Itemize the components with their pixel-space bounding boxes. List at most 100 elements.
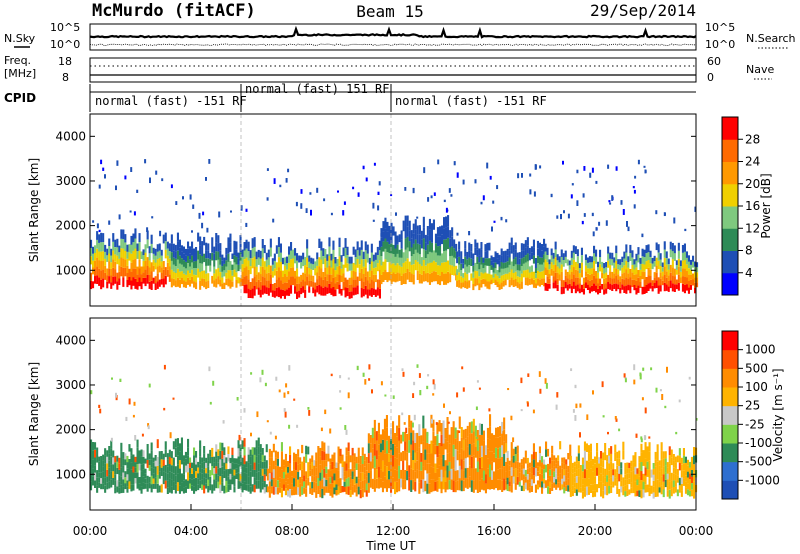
range-gate-cell: [122, 229, 125, 240]
range-gate-cell: [304, 256, 307, 266]
range-gate-cell: [309, 470, 312, 477]
range-gate-cell: [237, 264, 240, 272]
range-gate-cell: [474, 447, 477, 458]
range-gate-cell: [382, 241, 385, 252]
range-gate-cell: [626, 479, 629, 485]
range-gate-cell: [225, 278, 228, 286]
range-gate-cell: [505, 480, 508, 490]
range-gate-cell: [589, 484, 592, 493]
range-gate-cell: [156, 259, 159, 267]
range-gate-cell: [501, 468, 504, 481]
range-gate-cell: [462, 263, 465, 269]
range-gate-cell: [235, 256, 238, 265]
range-gate-cell: [488, 258, 491, 266]
range-gate-cell: [647, 244, 650, 253]
sparse-echo-cell: [288, 424, 291, 429]
range-gate-cell: [191, 255, 194, 263]
range-gate-cell: [466, 251, 469, 260]
range-gate-cell: [350, 277, 353, 285]
range-gate-cell: [90, 239, 93, 248]
range-gate-cell: [251, 258, 254, 269]
range-gate-cell: [412, 479, 415, 490]
range-gate-cell: [261, 276, 264, 286]
range-gate-cell: [482, 430, 485, 441]
range-gate-cell: [439, 226, 442, 237]
range-gate-cell: [110, 464, 113, 472]
range-gate-cell: [504, 273, 507, 280]
range-gate-cell: [118, 258, 121, 266]
range-gate-cell: [614, 444, 617, 453]
range-gate-cell: [530, 473, 533, 480]
range-gate-cell: [634, 459, 637, 467]
range-gate-cell: [447, 260, 450, 272]
range-gate-cell: [142, 482, 145, 490]
sparse-echo-cell: [432, 393, 435, 396]
range-gate-cell: [195, 254, 198, 261]
range-gate-cell: [492, 277, 495, 283]
range-gate-cell: [440, 446, 443, 459]
range-gate-cell: [564, 256, 567, 264]
range-gate-cell: [193, 261, 196, 269]
range-gate-cell: [148, 253, 151, 261]
range-gate-cell: [335, 479, 338, 485]
range-gate-cell: [591, 285, 594, 292]
range-gate-cell: [522, 468, 525, 475]
range-gate-cell: [600, 481, 603, 489]
range-gate-cell: [578, 278, 581, 284]
range-gate-cell: [486, 281, 489, 289]
range-gate-cell: [555, 463, 558, 469]
range-gate-cell: [375, 431, 378, 441]
range-gate-cell: [281, 270, 284, 277]
range-gate-cell: [556, 284, 559, 291]
range-gate-cell: [428, 229, 431, 241]
range-gate-cell: [146, 257, 149, 266]
range-gate-cell: [528, 462, 531, 468]
range-gate-cell: [563, 481, 566, 488]
range-gate-cell: [128, 473, 131, 482]
range-gate-cell: [150, 459, 153, 468]
range-gate-cell: [472, 259, 475, 266]
range-gate-cell: [657, 285, 660, 294]
range-gate-cell: [98, 234, 101, 243]
range-gate-cell: [476, 440, 479, 451]
range-gate-cell: [274, 457, 277, 466]
range-gate-cell: [352, 246, 355, 255]
sparse-echo-cell: [191, 230, 193, 233]
range-gate-cell: [265, 484, 268, 493]
range-gate-cell: [243, 259, 246, 268]
colorbar-tick-label: 1000: [745, 343, 776, 357]
range-gate-cell: [152, 473, 155, 479]
range-gate-cell: [348, 291, 351, 299]
x-tick-label: 16:00: [477, 524, 512, 538]
range-gate-cell: [565, 475, 568, 481]
range-gate-cell: [667, 275, 670, 281]
range-gate-cell: [518, 258, 521, 265]
range-gate-cell: [249, 457, 252, 465]
range-gate-cell: [557, 460, 560, 467]
range-gate-cell: [193, 455, 196, 463]
range-gate-cell: [497, 479, 500, 491]
range-gate-cell: [476, 271, 479, 279]
velocity-ylabel: Slant Range [km]: [27, 362, 41, 466]
sparse-echo-cell: [278, 389, 281, 393]
range-gate-cell: [534, 278, 537, 284]
range-gate-cell: [464, 241, 467, 249]
range-gate-cell: [468, 422, 471, 434]
range-gate-cell: [602, 467, 605, 476]
range-gate-cell: [501, 457, 504, 469]
range-gate-cell: [672, 473, 675, 481]
range-gate-cell: [578, 273, 581, 279]
range-gate-cell: [104, 272, 107, 280]
range-gate-cell: [253, 469, 256, 478]
range-gate-cell: [251, 484, 254, 492]
range-gate-cell: [424, 242, 427, 251]
range-gate-cell: [363, 460, 366, 467]
range-gate-cell: [251, 238, 254, 249]
range-gate-cell: [555, 479, 558, 485]
range-gate-cell: [688, 467, 691, 474]
colorbar-tick-label: 16: [745, 199, 760, 213]
range-gate-cell: [556, 272, 559, 279]
range-gate-cell: [369, 435, 372, 444]
range-gate-cell: [199, 236, 202, 246]
range-gate-cell: [90, 464, 93, 474]
